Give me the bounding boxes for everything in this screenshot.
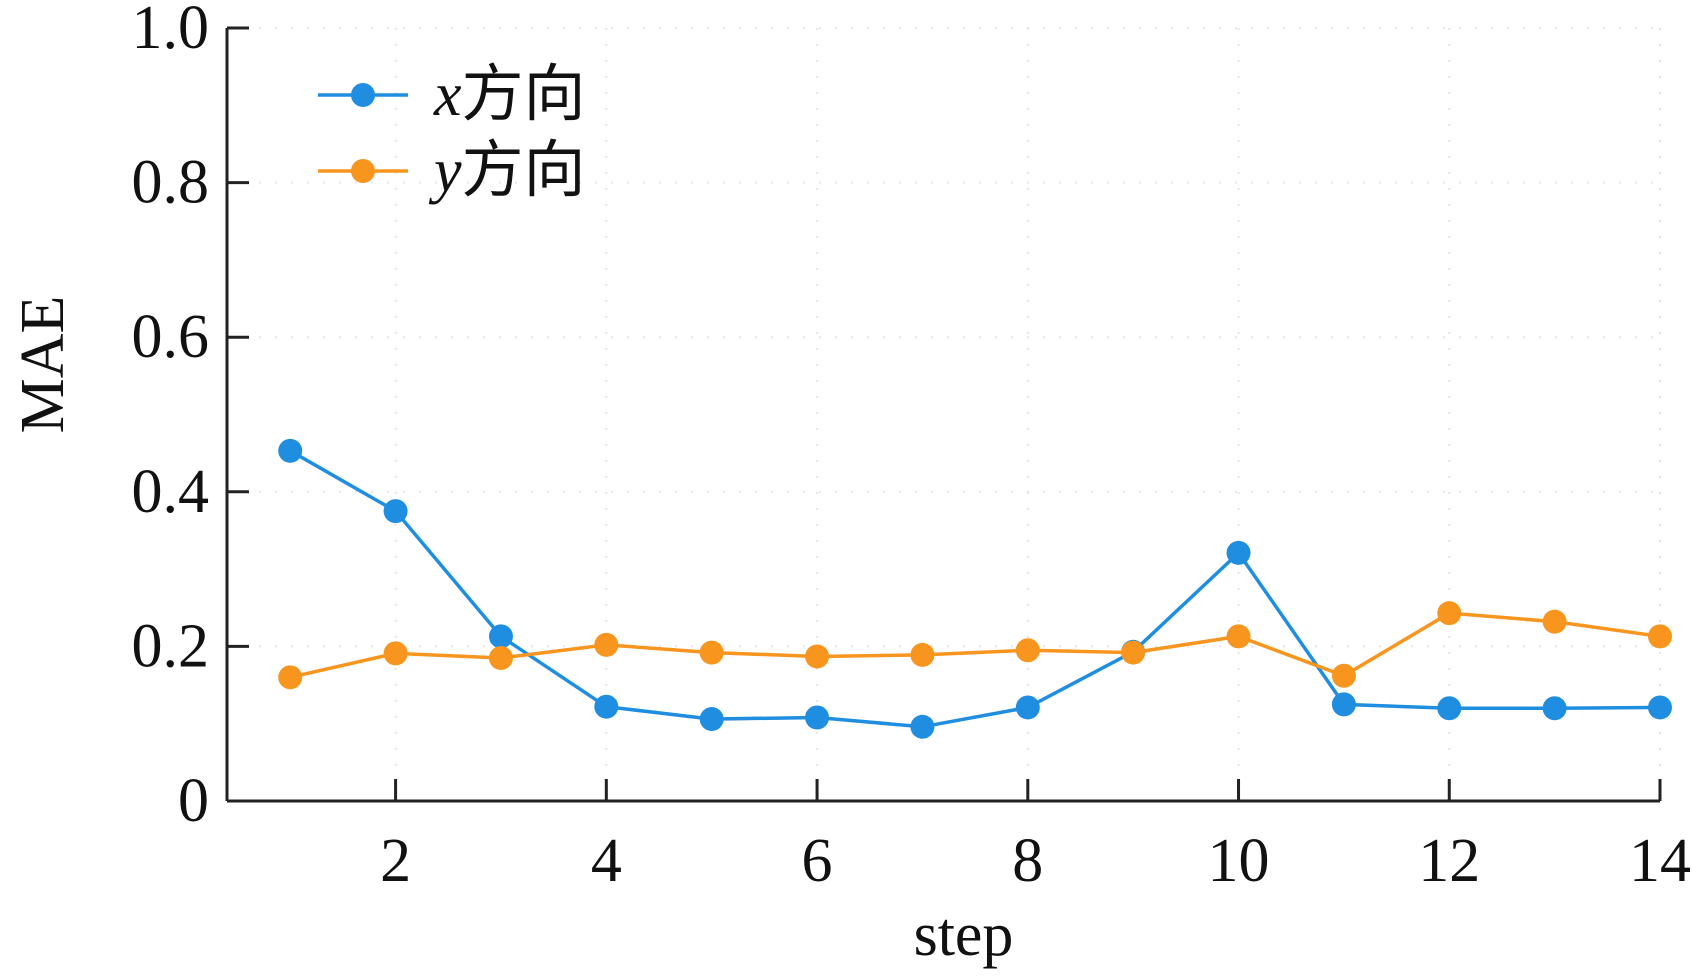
series-x [278, 438, 1672, 739]
x-tick-label: 6 [802, 827, 833, 895]
y-tick-label: 0 [178, 767, 209, 835]
legend-label: x方向 [433, 61, 586, 129]
data-point [278, 665, 303, 690]
data-point [1226, 540, 1251, 565]
y-tick-label: 1.0 [132, 0, 210, 62]
data-point [1015, 695, 1040, 720]
series-line [289, 449, 1661, 729]
data-point [699, 707, 724, 732]
data-point [1226, 624, 1251, 649]
legend-marker [351, 83, 375, 107]
y-axis-title: MAE [9, 296, 77, 434]
data-point [1542, 609, 1567, 634]
data-point [1015, 638, 1040, 663]
data-point [1648, 624, 1672, 649]
x-tick-label: 12 [1418, 827, 1480, 895]
data-point [383, 641, 408, 666]
data-point [594, 632, 619, 657]
data-point [383, 499, 408, 524]
axes [225, 28, 1660, 803]
x-tick-label: 14 [1629, 827, 1691, 895]
data-point [805, 705, 830, 730]
series-y [278, 601, 1672, 690]
x-tick-label: 8 [1012, 827, 1043, 895]
legend-label: y方向 [428, 137, 586, 205]
legend-item: y方向 [318, 137, 586, 205]
y-tick-label: 0.2 [132, 612, 210, 680]
data-point [488, 624, 513, 649]
data-point [1331, 663, 1356, 688]
legend: x方向 y方向 [318, 61, 586, 205]
grid [227, 27, 1661, 801]
data-point [1648, 695, 1672, 720]
data-point [1331, 692, 1356, 717]
data-point [1542, 696, 1567, 721]
x-tick-label: 10 [1208, 827, 1270, 895]
series [278, 438, 1672, 739]
x-tick-label: 4 [591, 827, 622, 895]
data-point [910, 714, 935, 739]
legend-item: x方向 [318, 61, 586, 129]
series-line [289, 611, 1661, 680]
data-point [699, 640, 724, 665]
legend-marker [351, 159, 375, 183]
x-tick-label: 2 [380, 827, 411, 895]
data-point [594, 694, 619, 719]
x-axis-title: step [914, 901, 1014, 969]
data-point [1121, 640, 1146, 665]
data-point [488, 645, 513, 670]
y-tick-label: 0.4 [132, 458, 210, 526]
data-point [910, 642, 935, 667]
y-tick-label: 0.8 [132, 149, 210, 217]
data-point [1437, 696, 1462, 721]
ticks: 0 0.2 0.4 0.6 0.8 1.0 2 4 6 8 10 12 14 [132, 0, 1692, 895]
data-point [805, 644, 830, 669]
data-point [278, 438, 303, 463]
data-point [1437, 601, 1462, 626]
y-tick-label: 0.6 [132, 303, 210, 371]
